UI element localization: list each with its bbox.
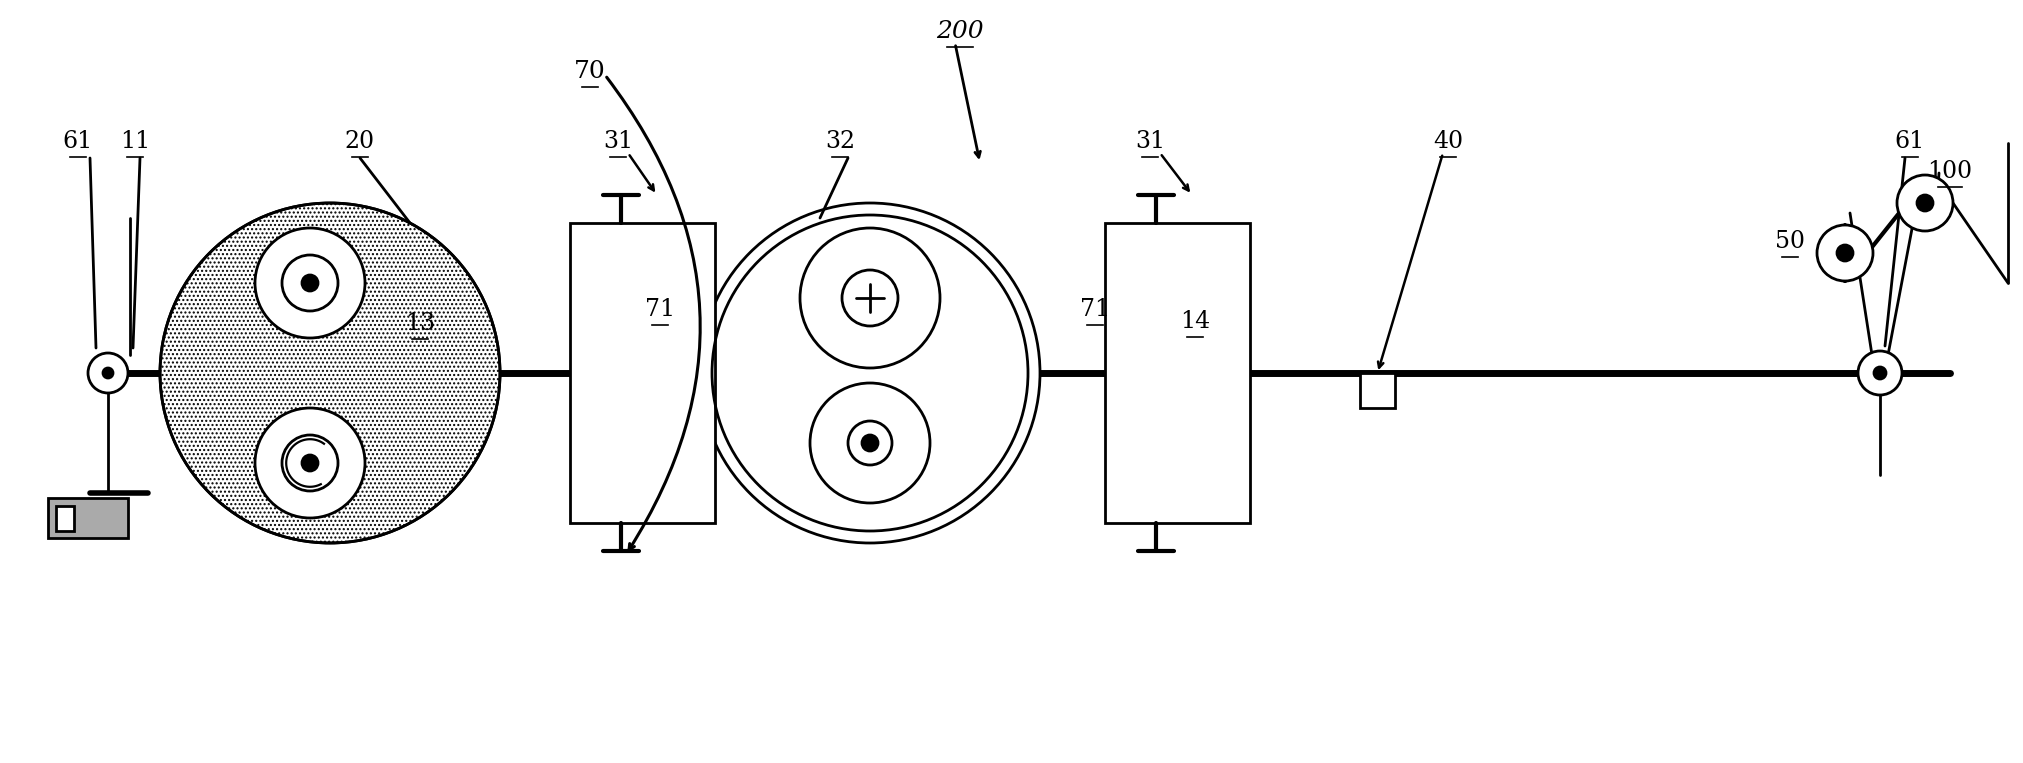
Text: 61: 61 [1894,130,1924,153]
Bar [570,223,714,523]
Circle shape [103,368,113,378]
Text: 71: 71 [645,298,676,321]
Circle shape [700,203,1040,543]
Bar [49,498,127,538]
Text: 14: 14 [1179,310,1210,333]
Text: 100: 100 [1926,160,1972,183]
Text: 31: 31 [603,130,633,153]
Text: 200: 200 [937,20,983,43]
Circle shape [1896,175,1952,231]
Circle shape [1873,367,1885,379]
Bar [57,506,75,531]
Circle shape [862,435,878,451]
Text: 31: 31 [1135,130,1165,153]
Circle shape [1857,351,1902,395]
Text: 71: 71 [1080,298,1109,321]
Text: 32: 32 [825,130,854,153]
Circle shape [1837,245,1853,261]
Circle shape [848,421,892,465]
Circle shape [281,435,338,491]
Circle shape [87,353,127,393]
Text: 61: 61 [63,130,93,153]
Text: 20: 20 [344,130,374,153]
Bar [1359,373,1394,408]
Text: 50: 50 [1774,230,1805,253]
Circle shape [281,255,338,311]
Circle shape [301,455,318,471]
Circle shape [842,270,898,326]
Text: 13: 13 [405,312,435,335]
Circle shape [1916,195,1932,211]
Circle shape [1817,225,1871,281]
Circle shape [255,228,364,338]
Circle shape [301,275,318,291]
Text: 11: 11 [119,130,150,153]
Text: 40: 40 [1432,130,1463,153]
Bar [1105,223,1250,523]
Circle shape [799,228,939,368]
Circle shape [160,203,500,543]
Circle shape [255,408,364,518]
Text: 70: 70 [575,60,605,83]
Circle shape [809,383,929,503]
